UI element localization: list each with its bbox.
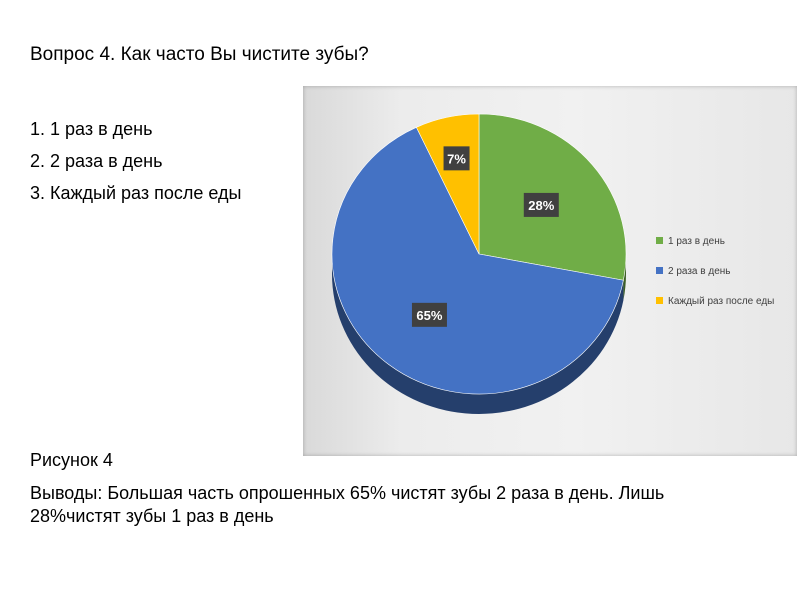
pie-slices [331,113,627,395]
data-label-3: 7% [447,151,466,166]
chart-legend: 1 раз в день 2 раза в день Каждый раз посл… [656,236,774,307]
legend-swatch-2 [656,267,663,274]
pie-depth-1 [623,254,626,301]
pie-slice-2 [331,126,624,395]
figure-caption: Рисунок 4 [30,450,113,470]
answer-option-3: 3. Каждый раз после еды [30,183,242,203]
answer-option-1: 1. 1 раз в день [30,119,153,139]
data-label-box-3 [443,146,470,171]
legend-label-1: 1 раз в день [668,236,725,247]
legend-swatch-3 [656,297,663,304]
legend-swatch-1 [656,237,663,244]
data-label-2: 65% [416,308,442,323]
answer-options: 1. 1 раз в день 2. 2 раза в день 3. Кажд… [30,118,241,214]
data-label-1: 28% [528,198,554,213]
legend-label-2: 2 раза в день [668,266,731,277]
answer-option-2: 2. 2 раза в день [30,151,163,171]
data-label-box-2 [411,302,447,327]
pie-chart: 28% 65% 7% 1 раз в день 2 раза в день Каждый… [331,113,774,415]
chart-panel: 28% 65% 7% 1 раз в день 2 раза в день Каждый… [303,86,797,456]
data-label-box-1 [523,192,559,217]
pie-depth [332,254,626,415]
pie-data-labels: 28% 65% 7% [411,146,559,327]
legend-label-3: Каждый раз после еды [668,296,774,307]
question-title: Вопрос 4. Как часто Вы чистите зубы? [30,44,369,65]
conclusion-text: Выводы: Большая часть опрошенных 65% чис… [30,483,665,526]
